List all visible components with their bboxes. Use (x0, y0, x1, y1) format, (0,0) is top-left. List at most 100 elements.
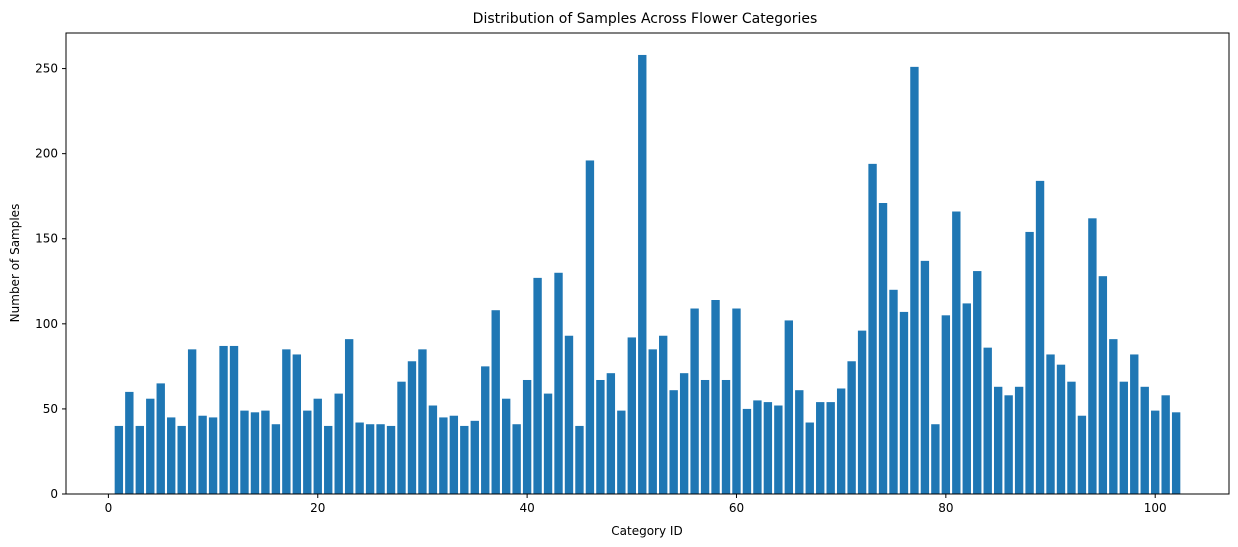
bar-category-72 (857, 330, 867, 494)
plot-frame (65, 32, 1230, 495)
bar-category-31 (428, 405, 438, 494)
bar-category-9 (198, 415, 207, 494)
bar-category-27 (386, 425, 396, 494)
bar-category-93 (1077, 415, 1087, 494)
bar-category-70 (836, 388, 846, 494)
y-tick-label: 100 (35, 317, 58, 331)
x-tick-label: 80 (938, 501, 953, 515)
bar-category-53 (659, 335, 668, 494)
bar-category-92 (1067, 381, 1076, 494)
bar-category-71 (847, 361, 856, 494)
bar-category-42 (543, 393, 553, 494)
y-tick-label: 250 (35, 62, 58, 76)
bar-category-17 (282, 349, 291, 494)
bar-category-51 (638, 54, 647, 494)
x-tick-label: 100 (1144, 501, 1167, 515)
bar-category-55 (679, 373, 689, 494)
x-tick-label: 60 (729, 501, 744, 515)
bar-category-40 (522, 379, 532, 494)
bar-category-76 (899, 311, 909, 494)
bar-category-6 (167, 417, 176, 494)
bar-category-37 (491, 310, 500, 494)
bar-category-50 (627, 337, 636, 494)
chart-title: Distribution of Samples Across Flower Ca… (473, 11, 818, 27)
bar-category-102 (1171, 412, 1181, 494)
bar-category-1 (114, 425, 124, 494)
bar-category-56 (690, 308, 699, 494)
bar-category-81 (952, 211, 961, 494)
bar-category-15 (261, 410, 270, 494)
bar-category-78 (920, 260, 930, 494)
bar-category-35 (470, 420, 479, 494)
bar-category-43 (554, 272, 563, 494)
bar-category-88 (1025, 231, 1034, 495)
bar-category-20 (313, 398, 322, 494)
bar-category-96 (1109, 339, 1118, 494)
bar-category-65 (784, 320, 794, 494)
bar-category-47 (596, 379, 605, 494)
bar-category-63 (763, 402, 773, 494)
bar-category-34 (460, 425, 469, 494)
bar-category-4 (146, 398, 155, 494)
bar-category-87 (1014, 386, 1024, 494)
bar-category-45 (575, 425, 584, 494)
bar-category-82 (962, 303, 971, 494)
bar-category-86 (1004, 395, 1013, 494)
y-axis-label: Number of Samples (8, 204, 22, 323)
bar-category-33 (449, 415, 459, 494)
bar-category-14 (250, 412, 260, 494)
y-tick-label: 150 (35, 232, 58, 246)
bar-category-90 (1046, 354, 1055, 494)
x-tick-label: 20 (310, 501, 325, 515)
y-axis-ticks: 0 50 100 150 200 250 (35, 62, 66, 501)
bar-category-101 (1161, 395, 1170, 494)
bar-category-21 (324, 425, 333, 494)
x-tick-label: 40 (519, 501, 534, 515)
bar-category-83 (973, 271, 982, 494)
bar-category-24 (355, 422, 364, 494)
bar-category-97 (1119, 381, 1128, 494)
bar-category-73 (868, 163, 877, 495)
bar-category-32 (439, 417, 448, 494)
bar-category-75 (889, 289, 898, 494)
bar-category-22 (334, 393, 343, 494)
bar-category-95 (1098, 276, 1108, 494)
bars-group (114, 54, 1181, 495)
y-tick-label: 50 (43, 402, 58, 416)
bar-category-18 (292, 354, 302, 494)
bar-category-77 (910, 66, 919, 494)
bar-category-49 (617, 410, 626, 494)
bar-category-84 (983, 347, 992, 494)
bar-category-36 (481, 366, 490, 494)
bar-category-28 (397, 381, 406, 494)
bar-category-52 (648, 349, 657, 494)
bar-category-91 (1056, 364, 1066, 494)
x-axis-label: Category ID (611, 524, 682, 538)
bar-category-26 (376, 424, 385, 494)
bar-category-13 (240, 410, 249, 494)
bar-category-30 (418, 349, 427, 494)
bar-category-80 (941, 315, 951, 494)
bar-category-66 (795, 390, 804, 494)
bar-category-67 (805, 422, 814, 494)
bar-category-68 (816, 402, 825, 494)
bar-category-5 (156, 383, 165, 494)
x-tick-label: 0 (105, 501, 113, 515)
bar-category-12 (229, 345, 239, 494)
bar-category-10 (208, 417, 218, 494)
bar-category-25 (365, 424, 375, 494)
bar-category-23 (344, 339, 354, 494)
bar-category-98 (1130, 354, 1139, 494)
bar-category-16 (271, 424, 281, 494)
bar-category-99 (1140, 386, 1149, 494)
bar-category-59 (721, 379, 731, 494)
bar-category-57 (700, 379, 710, 494)
bar-category-64 (774, 405, 783, 494)
bar-category-38 (501, 398, 511, 494)
bar-category-39 (512, 424, 521, 494)
bar-category-62 (753, 400, 762, 494)
bar-category-58 (711, 300, 720, 494)
bar-category-74 (878, 203, 888, 494)
bar-category-48 (606, 373, 616, 494)
